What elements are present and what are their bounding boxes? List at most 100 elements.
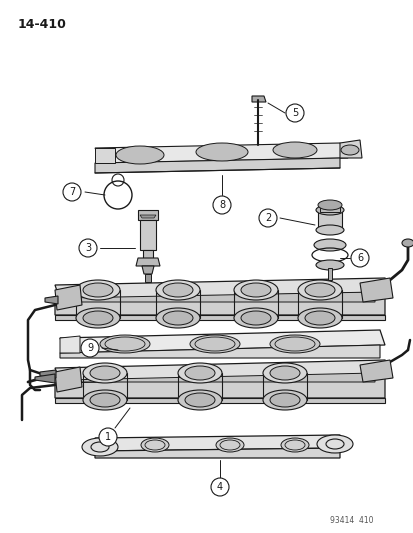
Polygon shape [55,278,389,300]
Ellipse shape [216,438,243,452]
Ellipse shape [340,145,358,155]
Ellipse shape [116,146,164,164]
Ellipse shape [178,390,221,410]
Ellipse shape [240,283,271,297]
Ellipse shape [233,280,277,300]
Ellipse shape [163,283,192,297]
Polygon shape [327,268,331,280]
Circle shape [63,183,81,201]
Polygon shape [60,336,80,353]
Ellipse shape [163,311,192,325]
Ellipse shape [233,308,277,328]
Ellipse shape [76,280,120,300]
Circle shape [259,209,276,227]
Polygon shape [95,148,115,163]
Text: 6: 6 [356,253,362,263]
Polygon shape [319,205,339,212]
Ellipse shape [83,363,127,383]
Circle shape [79,239,97,257]
Polygon shape [140,220,156,250]
Text: 2: 2 [264,213,271,223]
Polygon shape [60,345,379,358]
Text: 9: 9 [87,343,93,353]
Ellipse shape [297,280,341,300]
Polygon shape [142,250,153,258]
Circle shape [99,428,117,446]
Polygon shape [55,285,82,310]
Ellipse shape [100,335,150,353]
Polygon shape [55,375,384,398]
Ellipse shape [272,142,316,158]
Polygon shape [140,215,156,218]
Polygon shape [45,296,58,304]
Text: 14-410: 14-410 [18,18,67,31]
Ellipse shape [280,438,308,452]
Ellipse shape [90,366,120,380]
Polygon shape [55,367,82,392]
Text: 7: 7 [69,187,75,197]
Ellipse shape [90,393,120,407]
Ellipse shape [178,363,221,383]
Ellipse shape [297,308,341,328]
Polygon shape [40,370,56,378]
Ellipse shape [190,335,240,353]
Circle shape [350,249,368,267]
Ellipse shape [156,308,199,328]
Ellipse shape [185,366,214,380]
Ellipse shape [315,205,343,215]
Polygon shape [145,274,151,282]
Ellipse shape [83,390,127,410]
Polygon shape [65,373,374,382]
Polygon shape [95,143,347,163]
Ellipse shape [141,438,169,452]
Ellipse shape [156,280,199,300]
Ellipse shape [269,335,319,353]
Ellipse shape [195,143,247,161]
Polygon shape [252,96,266,102]
Ellipse shape [269,393,299,407]
Ellipse shape [83,311,113,325]
Polygon shape [60,330,384,353]
Text: 8: 8 [218,200,225,210]
Ellipse shape [269,366,299,380]
Polygon shape [359,360,392,382]
Polygon shape [95,448,339,458]
Ellipse shape [313,239,345,251]
Ellipse shape [304,283,334,297]
Polygon shape [65,292,374,302]
Text: 93414  410: 93414 410 [329,516,373,525]
Ellipse shape [185,393,214,407]
Polygon shape [138,210,158,220]
Circle shape [212,196,230,214]
Ellipse shape [76,308,120,328]
Circle shape [81,339,99,357]
Polygon shape [55,315,384,320]
Ellipse shape [315,225,343,235]
Ellipse shape [262,363,306,383]
Polygon shape [359,278,392,302]
Polygon shape [317,210,341,230]
Polygon shape [55,292,384,315]
Ellipse shape [316,435,352,453]
Ellipse shape [401,239,413,247]
Ellipse shape [317,200,341,210]
Text: 3: 3 [85,243,91,253]
Polygon shape [55,360,389,383]
Polygon shape [339,140,361,158]
Ellipse shape [82,438,118,456]
Polygon shape [35,374,55,383]
Circle shape [211,478,228,496]
Polygon shape [95,158,339,173]
Text: 5: 5 [291,108,297,118]
Polygon shape [95,435,342,451]
Text: 4: 4 [216,482,223,492]
Text: 1: 1 [104,432,111,442]
Ellipse shape [83,283,113,297]
Ellipse shape [240,311,271,325]
Circle shape [285,104,303,122]
Ellipse shape [315,260,343,270]
Ellipse shape [304,311,334,325]
Polygon shape [55,398,384,403]
Polygon shape [136,258,159,266]
Polygon shape [142,266,154,274]
